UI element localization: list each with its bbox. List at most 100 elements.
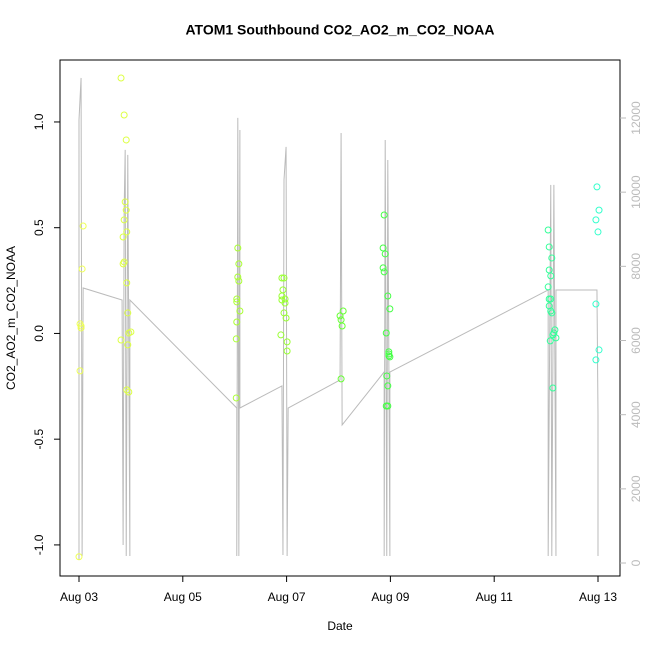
point — [593, 183, 601, 191]
x-axis-label: Date — [327, 619, 353, 633]
y-axis-label: CO2_AO2_m_CO2_NOAA — [4, 246, 18, 390]
y2-tick-label: 6000 — [629, 327, 643, 354]
point — [282, 314, 290, 322]
y2-tick-label: 10000 — [629, 175, 643, 209]
point — [122, 206, 130, 214]
point — [381, 250, 389, 258]
x-tick-label: Aug 09 — [371, 590, 409, 604]
x-tick-label: Aug 13 — [579, 590, 617, 604]
point — [78, 265, 86, 273]
point — [544, 226, 552, 234]
point — [548, 254, 556, 262]
point — [339, 307, 347, 315]
point — [277, 331, 285, 339]
point — [385, 350, 393, 358]
point — [283, 338, 291, 346]
point — [595, 206, 603, 214]
point — [548, 309, 556, 317]
x-tick-label: Aug 03 — [60, 590, 98, 604]
point — [233, 298, 241, 306]
point — [123, 228, 131, 236]
point — [122, 136, 130, 144]
point — [79, 222, 87, 230]
point — [552, 334, 560, 342]
point — [232, 394, 240, 402]
point — [123, 279, 131, 287]
point — [77, 322, 85, 330]
point — [77, 324, 85, 332]
point — [236, 307, 244, 315]
point — [121, 198, 129, 206]
point — [380, 211, 388, 219]
point — [386, 353, 394, 361]
y-tick-label: 1.0 — [32, 113, 46, 130]
point — [125, 388, 133, 396]
plot-box — [59, 59, 621, 577]
point — [76, 367, 84, 375]
point — [547, 295, 555, 303]
point — [592, 216, 600, 224]
point — [233, 295, 241, 303]
point — [385, 352, 393, 360]
point — [384, 292, 392, 300]
point — [595, 346, 603, 354]
point — [233, 318, 241, 326]
point — [281, 299, 289, 307]
y2-tick-label: 8000 — [629, 253, 643, 280]
point — [235, 277, 243, 285]
y-tick-label: -1.0 — [32, 534, 46, 555]
point — [120, 216, 128, 224]
point — [382, 329, 390, 337]
point — [232, 335, 240, 343]
point — [383, 372, 391, 380]
point — [283, 347, 291, 355]
x-tick-label: Aug 07 — [268, 590, 306, 604]
point — [336, 312, 344, 320]
point — [278, 274, 286, 282]
point — [278, 292, 286, 300]
point — [545, 302, 553, 310]
point — [592, 300, 600, 308]
y-tick-label: -0.5 — [32, 429, 46, 450]
point — [546, 337, 554, 345]
point — [124, 341, 132, 349]
point — [380, 268, 388, 276]
x-tick-label: Aug 05 — [164, 590, 202, 604]
point — [337, 375, 345, 383]
y2-tick-label: 0 — [629, 559, 643, 566]
point — [549, 384, 557, 392]
point — [123, 386, 131, 394]
point — [234, 244, 242, 252]
point — [384, 382, 392, 390]
point — [545, 243, 553, 251]
y-tick-label: 0.0 — [32, 325, 46, 342]
point — [547, 272, 555, 280]
y-tick-label: 0.5 — [32, 219, 46, 236]
point — [379, 264, 387, 272]
y2-tick-label: 4000 — [629, 401, 643, 428]
point — [234, 273, 242, 281]
y2-tick-label: 12000 — [629, 101, 643, 135]
point — [119, 233, 127, 241]
point — [385, 348, 393, 356]
point — [280, 274, 288, 282]
point — [127, 328, 135, 336]
point — [594, 228, 602, 236]
point — [120, 258, 128, 266]
point — [379, 244, 387, 252]
point — [120, 111, 128, 119]
point — [386, 305, 394, 313]
x-tick-label: Aug 11 — [476, 590, 513, 604]
point — [338, 322, 346, 330]
point — [544, 283, 552, 291]
point — [117, 74, 125, 82]
point — [384, 402, 392, 410]
point — [235, 260, 243, 268]
point — [117, 336, 125, 344]
point — [75, 553, 83, 561]
point — [592, 356, 600, 364]
point — [124, 309, 132, 317]
y2-tick-label: 2000 — [629, 475, 643, 502]
